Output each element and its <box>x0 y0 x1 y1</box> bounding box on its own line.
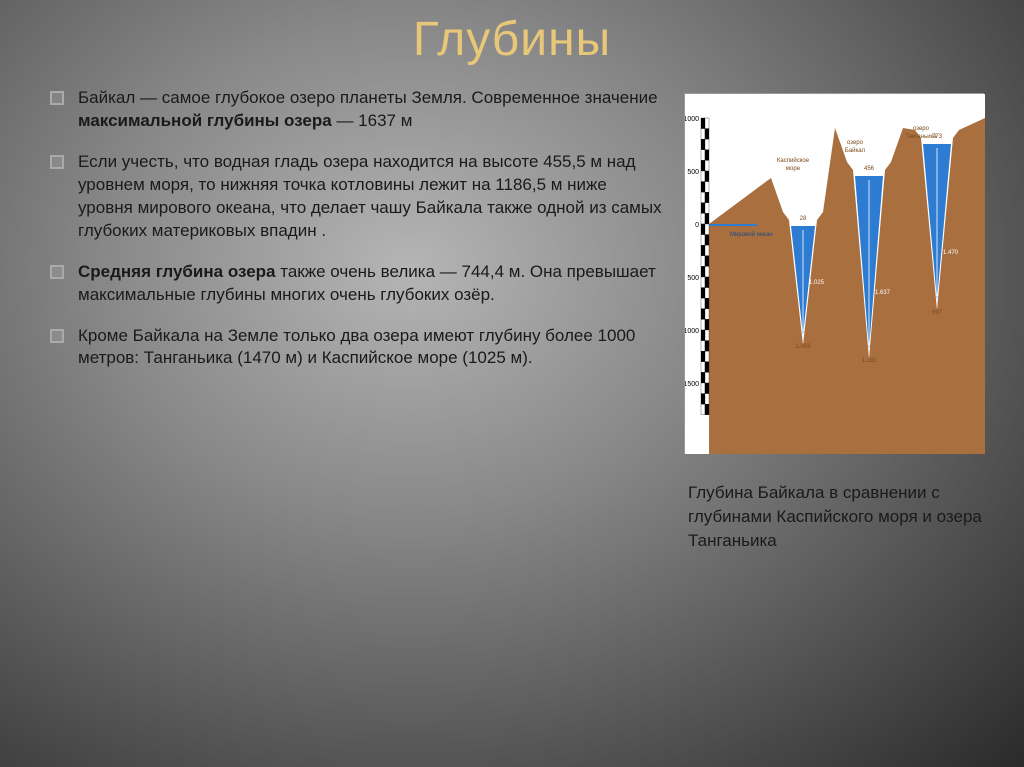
svg-text:Мировой океан: Мировой океан <box>730 231 773 238</box>
bullet-text: Средняя глубина озера также очень велика… <box>78 261 664 307</box>
svg-text:1000: 1000 <box>685 328 699 335</box>
bullet-item: Кроме Байкала на Земле только два озера … <box>50 325 664 371</box>
svg-text:1.637: 1.637 <box>875 290 891 296</box>
svg-text:1.181: 1.181 <box>861 358 877 364</box>
depth-comparison-chart: Мировой океан Каспийское море 28 1.025 1.053 о… <box>684 93 984 453</box>
svg-text:773: 773 <box>932 134 943 140</box>
svg-text:озеро: озеро <box>913 126 930 132</box>
svg-text:0: 0 <box>695 222 699 229</box>
bullet-item: Байкал — самое глубокое озеро планеты Зе… <box>50 87 664 133</box>
bullet-marker-icon <box>50 155 64 169</box>
bullet-marker-icon <box>50 91 64 105</box>
svg-text:456: 456 <box>864 166 875 172</box>
svg-text:500: 500 <box>687 169 699 176</box>
svg-text:озеро: озеро <box>847 140 864 146</box>
bullet-text: Кроме Байкала на Земле только два озера … <box>78 325 664 371</box>
bullet-marker-icon <box>50 265 64 279</box>
svg-text:1000: 1000 <box>685 116 699 123</box>
svg-text:28: 28 <box>800 216 807 222</box>
svg-text:1500: 1500 <box>685 381 699 388</box>
content-row: Байкал — самое глубокое озеро планеты Зе… <box>0 67 1024 552</box>
page-title: Глубины <box>0 0 1024 67</box>
bullet-text: Байкал — самое глубокое озеро планеты Зе… <box>78 87 664 133</box>
bullet-text: Если учесть, что водная гладь озера нахо… <box>78 151 664 243</box>
svg-text:500: 500 <box>687 275 699 282</box>
svg-text:Байкал: Байкал <box>845 147 866 154</box>
svg-text:Каспийское: Каспийское <box>777 157 810 164</box>
svg-text:море: море <box>786 166 801 172</box>
bullet-item: Средняя глубина озера также очень велика… <box>50 261 664 307</box>
chart-caption: Глубина Байкала в сравнении с глубинами … <box>684 481 994 552</box>
svg-text:1.025: 1.025 <box>809 280 825 286</box>
bullet-marker-icon <box>50 329 64 343</box>
svg-text:1.053: 1.053 <box>795 344 811 350</box>
text-column: Байкал — самое глубокое озеро планеты Зе… <box>50 87 684 552</box>
bullet-item: Если учесть, что водная гладь озера нахо… <box>50 151 664 243</box>
chart-column: Мировой океан Каспийское море 28 1.025 1.053 о… <box>684 87 994 552</box>
svg-text:697: 697 <box>932 310 943 316</box>
svg-text:1.470: 1.470 <box>943 250 959 256</box>
